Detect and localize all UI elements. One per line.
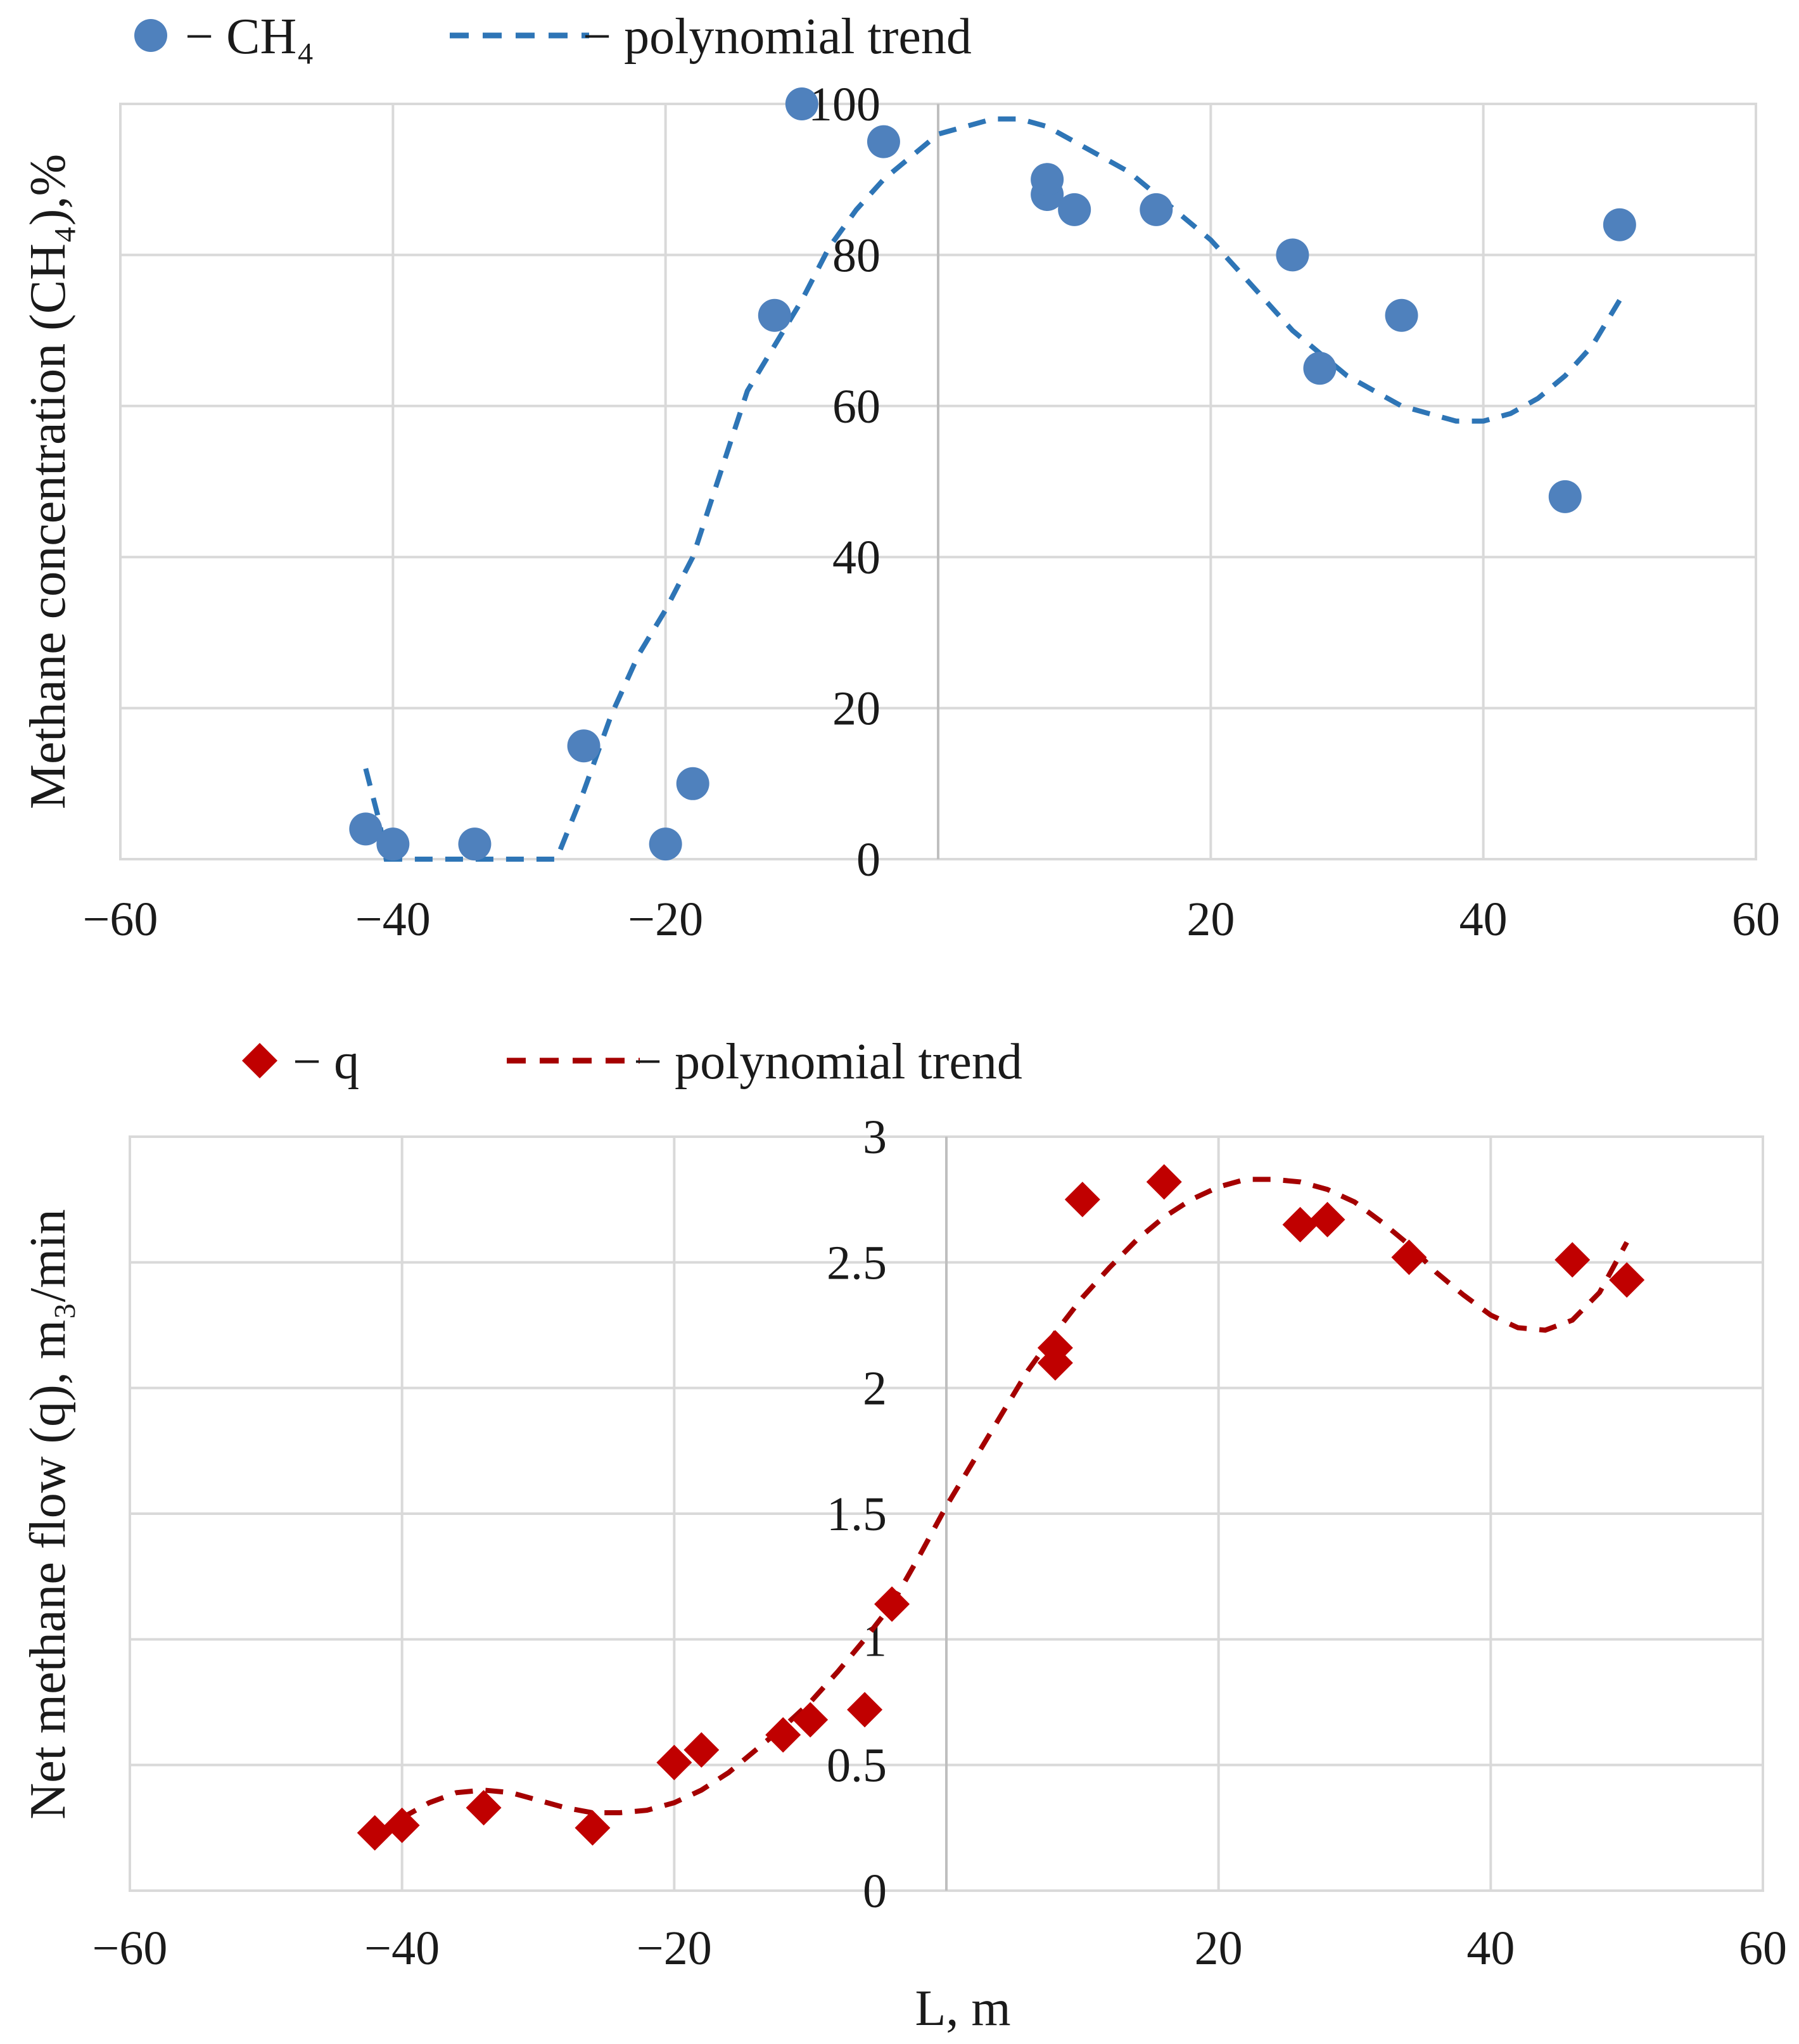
points-ch4 [349,87,1636,861]
data-point [349,812,383,846]
y-tick-label: 100 [808,78,880,131]
data-point [1609,1262,1645,1298]
y-tick-label: 40 [832,531,880,584]
data-point [384,1807,420,1843]
x-tick-label: −60 [83,893,158,946]
data-point [1064,1182,1100,1218]
data-point [1385,298,1418,332]
y-axis-label-top: Methane concentration (CH₄),% [20,154,76,809]
legend-trend-label-bottom: − polynomial trend [633,1034,1022,1090]
data-point [649,827,682,861]
y-tick-label: 80 [832,229,880,282]
data-point [683,1732,720,1768]
x-tick-label: −60 [92,1922,168,1975]
y-tick-label: 0.5 [827,1739,887,1792]
trend-line-top [363,116,1622,862]
y-axis-label-bottom: Net methane flow (q), m₃/min [20,1209,76,1819]
data-point [765,1717,801,1753]
x-tick-label: −20 [637,1922,712,1975]
data-point [1391,1239,1427,1275]
data-point [792,1702,829,1738]
data-point [1058,193,1091,226]
data-point [1282,1206,1318,1242]
data-point [1031,163,1064,196]
data-point [458,827,492,861]
x-tick-label: 40 [1466,1922,1515,1975]
legend-q-label: − q [293,1034,359,1090]
x-axis-label: L, m [915,1981,1010,2036]
y-tick-label: 3 [863,1111,887,1164]
legend-top: − CH₄ − polynomial trend [134,9,972,65]
data-point [1554,1242,1591,1278]
y-tick-label: 60 [832,380,880,433]
legend-ch4-marker [134,19,167,52]
points-q [357,1164,1645,1851]
y-tick-label: 2.5 [827,1236,887,1289]
data-point [1276,238,1309,272]
data-point [785,87,818,120]
legend-ch4-label: − CH₄ [185,9,314,65]
x-tick-label: 60 [1732,893,1780,946]
x-tick-label: 20 [1195,1922,1243,1975]
x-tick-label: 20 [1186,893,1235,946]
data-point [874,1586,910,1622]
legend-trend-label: − polynomial trend [583,9,972,65]
data-point [847,1692,883,1728]
data-point [1309,1201,1345,1237]
data-point [357,1815,393,1851]
x-tick-label: 40 [1459,893,1508,946]
chart-methane-concentration: − CH₄ − polynomial trend −60 −40 −20 20 40 60… [20,9,1780,946]
data-point [1548,480,1582,513]
data-point [466,1790,502,1826]
data-point [1303,352,1337,385]
data-point [656,1744,692,1780]
data-point [567,729,601,763]
data-point [575,1810,611,1846]
data-point [1140,193,1173,226]
data-point [867,125,900,158]
x-tick-label: −20 [628,893,703,946]
y-tick-label: 0 [856,833,880,886]
data-point [1603,208,1636,241]
y-tick-label: 0 [863,1865,887,1918]
y-tick-label: 2 [863,1362,887,1415]
x-tick-label: −40 [355,893,431,946]
x-tick-label: −40 [364,1922,440,1975]
y-tick-label: 1 [863,1613,887,1666]
data-point [376,827,410,861]
data-point [1037,1330,1073,1366]
x-tick-labels-bottom: −60 −40 −20 20 40 60 [92,1922,1787,1975]
data-point [758,298,791,332]
legend-bottom: − q − polynomial trend [242,1034,1022,1090]
x-tick-label: 60 [1739,1922,1787,1975]
data-point [1146,1164,1182,1200]
y-tick-label: 1.5 [827,1488,887,1541]
y-tick-label: 20 [832,682,880,736]
legend-q-marker [242,1043,277,1078]
x-tick-labels-top: −60 −40 −20 20 40 60 [83,893,1780,946]
chart-net-methane-flow: − q − polynomial trend −60 −40 −20 20 40 60 0… [20,1034,1787,2036]
y-tick-labels-top: 0 20 40 60 80 100 [808,78,880,886]
data-point [676,767,709,800]
